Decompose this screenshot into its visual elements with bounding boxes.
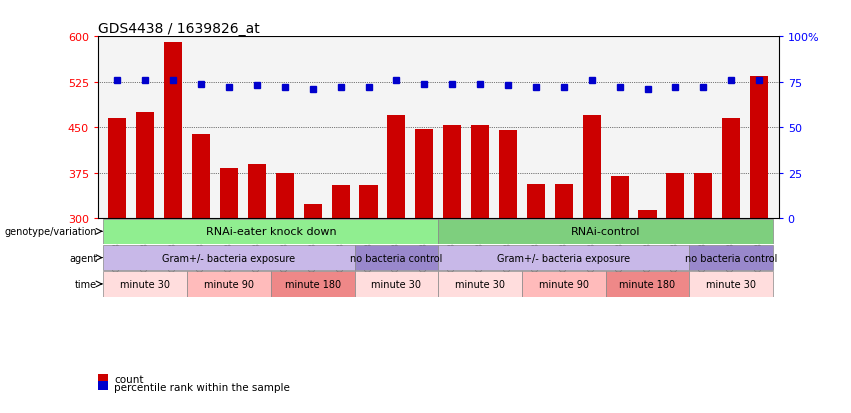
Bar (192, 135, 210, 218)
Bar (722, 119, 740, 218)
Text: percentile rank within the sample: percentile rank within the sample (114, 382, 290, 392)
Text: minute 30: minute 30 (455, 279, 505, 289)
Text: Gram+/- bacteria exposure: Gram+/- bacteria exposure (163, 253, 295, 263)
Bar (220, 169, 238, 218)
Bar (136, 113, 154, 218)
Bar (689, 245, 773, 271)
Bar (164, 43, 182, 218)
Text: minute 180: minute 180 (620, 279, 676, 289)
Text: RNAi-control: RNAi-control (571, 227, 641, 237)
Text: minute 30: minute 30 (371, 279, 421, 289)
Bar (606, 272, 689, 297)
Text: GDS4438 / 1639826_at: GDS4438 / 1639826_at (98, 22, 260, 36)
Text: minute 30: minute 30 (120, 279, 170, 289)
Bar (104, 245, 355, 271)
Bar (638, 211, 657, 218)
Bar (689, 272, 773, 297)
Bar (104, 272, 187, 297)
Bar (332, 185, 350, 218)
Text: no bacteria control: no bacteria control (685, 253, 778, 263)
Bar (666, 173, 684, 218)
Bar (499, 131, 517, 218)
Text: agent: agent (69, 253, 97, 263)
Text: count: count (114, 374, 144, 384)
Bar (610, 176, 629, 218)
Bar (438, 272, 522, 297)
Bar (271, 272, 355, 297)
Bar (104, 219, 438, 244)
Bar (248, 164, 266, 218)
Bar (694, 173, 712, 218)
Text: genotype/variation: genotype/variation (5, 227, 97, 237)
Bar (555, 184, 573, 218)
Bar (304, 205, 322, 218)
Bar (355, 272, 438, 297)
Text: Gram+/- bacteria exposure: Gram+/- bacteria exposure (497, 253, 631, 263)
Text: minute 180: minute 180 (284, 279, 340, 289)
Text: RNAi-eater knock down: RNAi-eater knock down (206, 227, 336, 237)
Bar (522, 272, 606, 297)
Text: no bacteria control: no bacteria control (351, 253, 443, 263)
Bar (359, 185, 378, 218)
Text: minute 30: minute 30 (706, 279, 757, 289)
Text: minute 90: minute 90 (204, 279, 254, 289)
Bar (583, 116, 601, 218)
Text: minute 90: minute 90 (539, 279, 589, 289)
Text: time: time (75, 279, 97, 289)
Bar (387, 116, 405, 218)
Bar (98, 381, 108, 390)
Bar (98, 374, 108, 383)
Bar (108, 119, 127, 218)
Bar (438, 245, 689, 271)
Bar (750, 76, 768, 218)
Bar (443, 126, 461, 218)
Bar (527, 184, 545, 218)
Bar (187, 272, 271, 297)
Bar (415, 130, 433, 218)
Bar (355, 245, 438, 271)
Bar (276, 173, 294, 218)
Bar (438, 219, 773, 244)
Bar (471, 126, 489, 218)
